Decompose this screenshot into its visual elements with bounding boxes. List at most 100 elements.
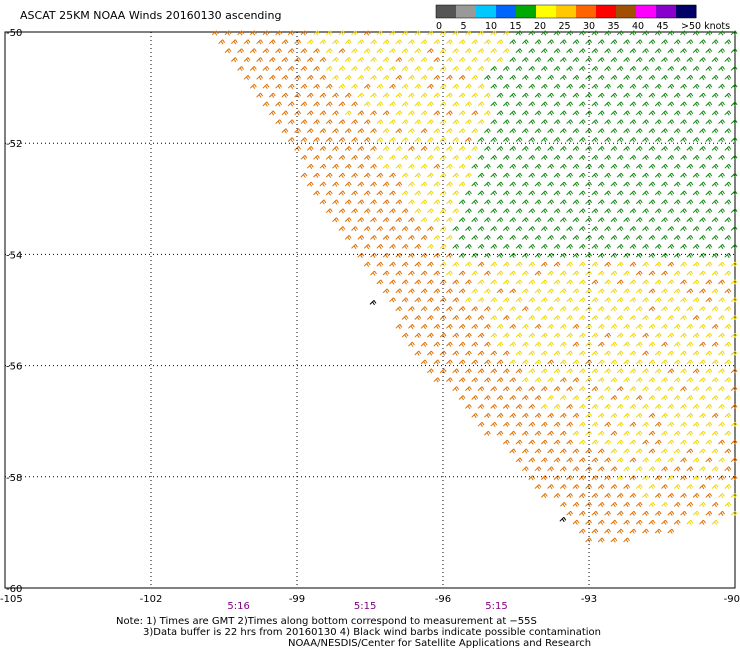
wind-barb <box>705 332 713 338</box>
wind-barb <box>300 137 308 143</box>
wind-barb <box>528 66 536 72</box>
wind-barb <box>490 404 498 410</box>
wind-barb <box>661 519 668 525</box>
wind-barb <box>686 163 694 169</box>
wind-barb <box>623 252 631 258</box>
wind-barb <box>648 519 656 525</box>
wind-barb <box>629 510 637 516</box>
wind-barb <box>370 252 377 258</box>
wind-barb <box>597 181 605 187</box>
wind-barb <box>673 270 681 276</box>
wind-barb <box>629 404 637 410</box>
wind-barb <box>338 190 346 196</box>
wind-barb <box>502 83 510 89</box>
wind-barb <box>351 154 358 161</box>
wind-barb <box>515 368 523 374</box>
wind-barb <box>268 110 276 116</box>
wind-barb <box>465 386 472 392</box>
time-labels: 5:16 5:15 5:15 <box>227 601 507 612</box>
wind-barb <box>680 48 687 54</box>
wind-barb <box>591 30 599 36</box>
wind-barb <box>673 235 681 241</box>
wind-barb <box>427 243 434 250</box>
wind-barb <box>553 226 561 232</box>
wind-barb <box>623 430 631 436</box>
wind-barb <box>439 48 447 54</box>
wind-barb <box>351 226 358 232</box>
wind-barb <box>363 137 371 143</box>
wind-barb <box>382 39 390 45</box>
wind-barb <box>300 172 308 178</box>
wind-barb <box>376 226 384 232</box>
wind-barb <box>401 48 409 54</box>
wind-barb <box>344 92 352 98</box>
wind-barb <box>281 110 289 116</box>
wind-barb <box>465 83 472 89</box>
wind-barb <box>376 48 384 54</box>
wind-barb <box>724 128 732 134</box>
wind-barb <box>458 163 466 169</box>
wind-barb <box>515 279 523 285</box>
wind-barb <box>730 243 738 250</box>
wind-barb <box>553 119 561 125</box>
wind-barb <box>502 421 510 427</box>
wind-barb <box>711 341 719 347</box>
wind-barb <box>597 39 605 45</box>
wind-barb <box>344 181 352 187</box>
wind-barb <box>521 235 529 241</box>
wind-barb <box>452 66 460 72</box>
wind-barb <box>718 66 725 72</box>
wind-barb <box>661 252 668 258</box>
wind-barb <box>591 48 599 54</box>
wind-barb <box>319 57 327 63</box>
wind-barb <box>547 252 555 258</box>
wind-barb <box>332 74 339 81</box>
wind-barb <box>572 163 580 169</box>
wind-barb <box>325 101 333 107</box>
wind-barb <box>515 261 523 267</box>
wind-barb <box>332 199 339 205</box>
wind-barb <box>528 421 536 427</box>
wind-barb <box>680 119 687 125</box>
wind-barb <box>553 315 561 321</box>
wind-barb <box>718 243 725 250</box>
wind-barb <box>547 377 555 383</box>
wind-barb <box>591 119 599 125</box>
wind-barb <box>623 341 631 347</box>
wind-barb <box>471 57 479 63</box>
wind-barb <box>629 48 637 54</box>
wind-barb <box>458 217 466 223</box>
wind-barb <box>604 30 612 36</box>
wind-barb <box>559 128 567 134</box>
wind-barb <box>363 261 371 267</box>
wind-barb <box>604 332 612 338</box>
wind-barb <box>477 315 485 321</box>
wind-barb <box>420 57 428 63</box>
wind-barb <box>566 350 574 356</box>
wind-barb <box>395 163 403 169</box>
wind-barb <box>477 226 485 232</box>
wind-barb <box>699 270 706 276</box>
wind-barb <box>604 368 612 374</box>
wind-barb <box>610 199 618 205</box>
wind-barb <box>408 235 415 241</box>
wind-barb <box>629 243 637 250</box>
wind-barb <box>680 404 687 410</box>
wind-barb <box>692 101 700 107</box>
wind-barb <box>578 83 586 89</box>
wind-barb <box>623 270 631 276</box>
wind-barb <box>635 181 643 187</box>
wind-barb <box>389 190 396 196</box>
wind-barb <box>420 110 428 116</box>
wind-barb <box>680 261 687 267</box>
wind-barb <box>661 110 668 116</box>
wind-barb <box>433 146 441 152</box>
wind-barb <box>566 279 574 285</box>
wind-barb <box>218 39 226 45</box>
wind-barb <box>515 421 523 427</box>
wind-barb <box>427 83 434 89</box>
wind-barb <box>319 199 327 205</box>
wind-barb <box>446 199 453 205</box>
wind-barb <box>610 341 618 347</box>
wind-barb <box>623 288 631 294</box>
